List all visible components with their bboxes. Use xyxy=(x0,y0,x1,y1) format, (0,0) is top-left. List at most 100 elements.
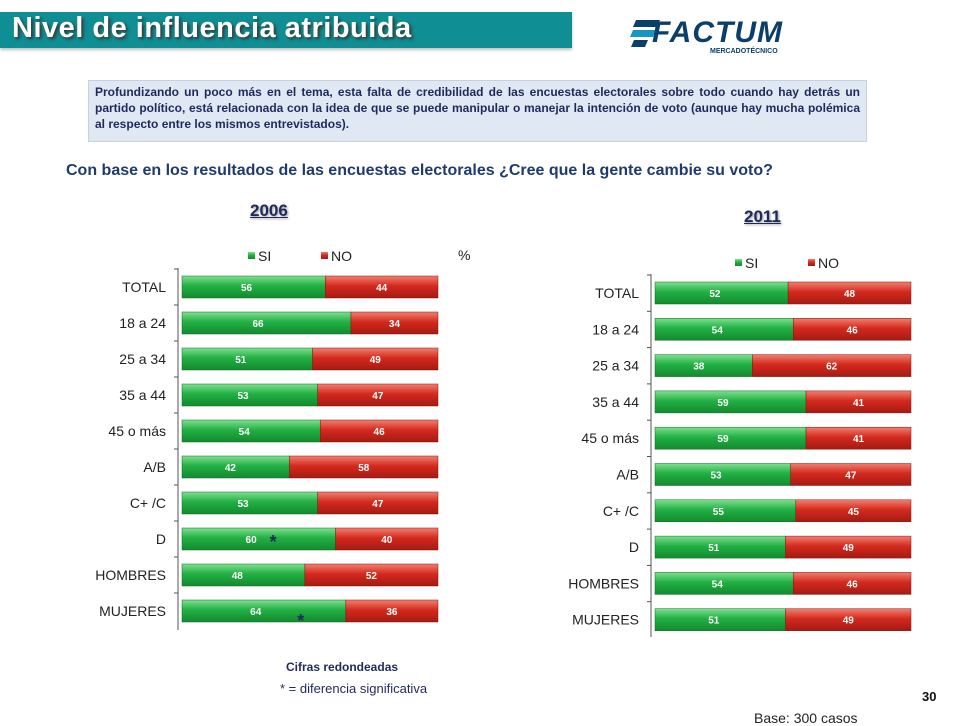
chart-2006-data-label-si-hombres: 48 xyxy=(232,571,244,582)
chart-2006-category-label-hombres: HOMBRES xyxy=(95,567,166,583)
chart-2006-bar-si-total xyxy=(181,275,326,299)
chart-2011-data-label-no-d: 49 xyxy=(843,543,855,554)
chart-2011-category-label-35-a-44: 35 a 44 xyxy=(592,394,639,410)
chart-2011-category-label-mujeres: MUJERES xyxy=(572,612,639,628)
logo-stripes-icon xyxy=(630,20,660,47)
chart-2006-bar-si-25-a-34 xyxy=(181,347,313,371)
chart-2011-data-label-no-35-a-44: 41 xyxy=(853,398,865,409)
chart-2006-data-label-si-mujeres: 64 xyxy=(250,607,262,618)
chart-2011-category-label-total: TOTAL xyxy=(595,285,639,301)
chart-2011-bar-no-a-b xyxy=(790,463,912,486)
chart-2011-data-label-si-total: 52 xyxy=(709,289,721,300)
chart-2006-data-label-no-c-c: 47 xyxy=(372,499,384,510)
chart-2011-data-label-si-18-a-24: 54 xyxy=(712,325,724,336)
survey-question: Con base en los resultados de las encues… xyxy=(66,162,773,179)
chart-2006-category-label-a-b: A/B xyxy=(143,459,166,475)
logo-subtext: MERCADOTÉCNICO xyxy=(710,48,778,55)
chart-2006-data-label-si-25-a-34: 51 xyxy=(235,355,247,366)
chart-2006-data-label-si-a-b: 42 xyxy=(225,463,237,474)
chart-2011-legend-no-swatch xyxy=(808,259,815,266)
chart-2011-data-label-no-a-b: 47 xyxy=(845,471,857,482)
chart-2006-legend-si-swatch xyxy=(248,252,255,259)
chart-2011-data-label-si-45-o-m-s: 59 xyxy=(717,434,729,445)
chart-2006-category-label-25-a-34: 25 a 34 xyxy=(119,351,166,367)
chart-2006-data-label-no-mujeres: 36 xyxy=(386,607,398,618)
chart-2011-legend-si-swatch xyxy=(735,259,742,266)
percent-symbol: % xyxy=(458,247,471,263)
chart-2006-data-label-si-45-o-m-s: 54 xyxy=(239,427,251,438)
chart-2006-data-label-no-45-o-m-s: 46 xyxy=(374,427,386,438)
chart-2011-data-label-no-total: 48 xyxy=(844,289,856,300)
chart-2011-category-label-25-a-34: 25 a 34 xyxy=(592,358,639,374)
chart-2006-legend-no-swatch xyxy=(321,252,328,259)
chart-2011-bar-no-25-a-34 xyxy=(752,354,912,377)
chart-2011-data-label-si-a-b: 53 xyxy=(710,471,722,482)
chart-2006-bar-si-35-a-44 xyxy=(181,383,318,407)
chart-2006-category-label-18-a-24: 18 a 24 xyxy=(119,315,166,331)
chart-2011-data-label-si-25-a-34: 38 xyxy=(693,362,705,373)
chart-2006-legend-no-label: NO xyxy=(331,248,352,264)
chart-2011-bar-si-a-b xyxy=(654,463,791,486)
chart-2011-title: 2011 xyxy=(744,207,781,226)
chart-2011-category-label-a-b: A/B xyxy=(616,467,639,483)
chart-2006-bar-si-c-c xyxy=(181,491,318,515)
chart-2006-data-label-si-35-a-44: 53 xyxy=(237,391,249,402)
chart-2006-bar-si-45-o-m-s xyxy=(181,419,321,443)
chart-2011-data-label-no-c-c: 45 xyxy=(848,507,860,518)
chart-2011-data-label-no-45-o-m-s: 41 xyxy=(853,434,865,445)
chart-2011-bar-si-total xyxy=(654,281,789,305)
intro-paragraph: Profundizando un poco más en el tema, es… xyxy=(88,80,867,142)
chart-2011-bar-si-35-a-44 xyxy=(654,390,807,414)
chart-2011-bar-no-18-a-24 xyxy=(792,318,912,341)
base-note: Base: 300 casos xyxy=(754,710,858,726)
chart-2011-bar-si-mujeres xyxy=(654,608,786,631)
chart-2011-category-label-45-o-m-s: 45 o más xyxy=(581,430,639,446)
chart-2006-bar-si-d xyxy=(181,527,336,551)
chart-2011-data-label-si-hombres: 54 xyxy=(712,579,724,590)
chart-2011-bar-si-d xyxy=(654,535,786,559)
chart-2011-bar-no-total xyxy=(787,281,912,305)
chart-2006-bar-si-mujeres xyxy=(181,599,347,623)
chart-2006-bar-no-25-a-34 xyxy=(312,347,439,371)
significance-note: * = diferencia significativa xyxy=(280,681,428,696)
chart-2006-data-label-si-total: 56 xyxy=(241,283,253,294)
chart-2011-data-label-no-25-a-34: 62 xyxy=(826,362,838,373)
chart-2006-bar-si-18-a-24 xyxy=(181,311,352,335)
chart-2011-bar-si-c-c xyxy=(654,499,797,523)
chart-2011-bar-no-d xyxy=(785,535,912,559)
chart-2006-bar-no-mujeres xyxy=(345,599,439,623)
chart-2006-bar-no-35-a-44 xyxy=(317,383,439,407)
chart-2006-bar-no-c-c xyxy=(317,491,439,515)
chart-2006-significance-marker-mujeres: * xyxy=(297,611,304,631)
chart-2006-category-label-d: D xyxy=(156,531,166,547)
chart-2006-category-label-45-o-m-s: 45 o más xyxy=(108,423,166,439)
chart-2006-bar-si-hombres xyxy=(181,563,306,587)
chart-2006-data-label-si-18-a-24: 66 xyxy=(252,319,264,330)
logo-wordmark: FACTUM xyxy=(652,16,783,49)
chart-2011-legend-no-label: NO xyxy=(818,255,839,271)
chart-2011-bar-no-mujeres xyxy=(785,608,912,631)
chart-2006-data-label-no-25-a-34: 49 xyxy=(370,355,382,366)
chart-2011-bar-si-18-a-24 xyxy=(654,318,794,341)
chart-2011-data-label-si-c-c: 55 xyxy=(713,507,725,518)
chart-2011-category-label-c-c: C+ /C xyxy=(603,503,639,519)
chart-2011-legend-si-label: SI xyxy=(745,255,758,271)
chart-2011-data-label-si-35-a-44: 59 xyxy=(717,398,729,409)
chart-2011-bar-no-35-a-44 xyxy=(805,390,912,414)
chart-2006-data-label-si-c-c: 53 xyxy=(237,499,249,510)
chart-2006-data-label-no-a-b: 58 xyxy=(358,463,370,474)
chart-2011-data-label-si-mujeres: 51 xyxy=(708,616,720,627)
chart-2011-bar-no-c-c xyxy=(795,499,912,523)
chart-2006-category-label-mujeres: MUJERES xyxy=(99,603,166,619)
chart-2011-category-label-d: D xyxy=(629,539,639,555)
chart-2006-legend-si-label: SI xyxy=(258,248,271,264)
chart-2006-bar-no-a-b xyxy=(289,455,439,479)
chart-2011-data-label-no-hombres: 46 xyxy=(847,579,859,590)
chart-2006-category-label-35-a-44: 35 a 44 xyxy=(119,387,166,403)
chart-2011-data-label-si-d: 51 xyxy=(708,543,720,554)
chart-2006-data-label-no-hombres: 52 xyxy=(366,571,378,582)
chart-2011-bar-no-hombres xyxy=(792,572,912,595)
chart-2006-bar-no-total xyxy=(325,275,439,299)
chart-2006-category-label-c-c: C+ /C xyxy=(130,495,166,511)
page-number: 30 xyxy=(922,689,937,704)
